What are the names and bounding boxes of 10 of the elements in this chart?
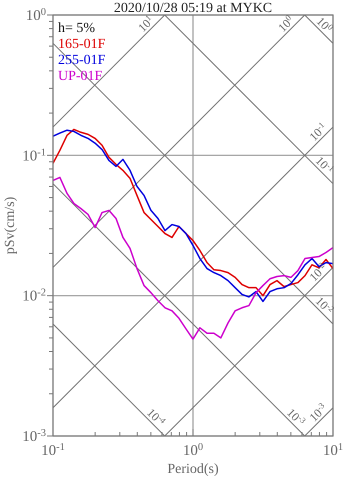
y-tick-label: 10$^{0}$	[26, 6, 46, 24]
annotation: h= 5%	[58, 21, 96, 36]
text: 165-01F	[58, 37, 106, 52]
x-tick-label: 10$^{0}$	[182, 442, 204, 459]
y-axis-title: pSv(cm/s)	[3, 196, 18, 254]
x-axis-title: Period(s)	[167, 462, 219, 477]
chart-title: 2020/10/28 05:19 at MYKC	[114, 1, 272, 16]
y-tick-label: 10$^{-1}$	[22, 146, 46, 164]
x-tick-label: 10$^{1}$	[322, 442, 344, 459]
y-tick-label: 10$^{-2}$	[22, 287, 46, 305]
